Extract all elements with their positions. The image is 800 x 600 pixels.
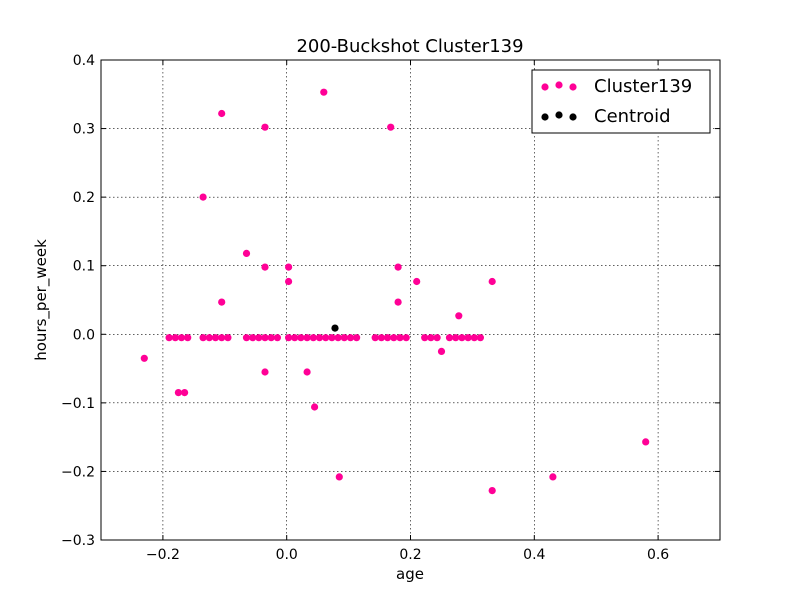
cluster-point xyxy=(394,263,402,271)
cluster-point xyxy=(184,334,192,342)
cluster-point xyxy=(174,389,182,397)
cluster-point xyxy=(199,334,207,342)
cluster-point xyxy=(273,334,281,342)
cluster-point xyxy=(413,277,421,286)
cluster-point xyxy=(211,334,220,342)
legend-box xyxy=(531,69,711,134)
x-tick-label: 0.6 xyxy=(647,547,669,563)
cluster-point xyxy=(455,312,463,320)
chart-title: 200-Buckshot Cluster139 xyxy=(296,36,523,57)
x-tick-label: 0.4 xyxy=(523,547,545,563)
cluster-point xyxy=(322,334,330,342)
cluster-point xyxy=(285,277,293,286)
cluster-point xyxy=(205,334,213,342)
cluster-point xyxy=(267,334,275,342)
y-axis-label: hours_per_week xyxy=(32,239,51,361)
legend-marker xyxy=(541,83,549,91)
y-tick-label: 0.2 xyxy=(73,190,95,206)
cluster-point xyxy=(218,334,226,342)
y-tick-label: 0.0 xyxy=(73,327,95,343)
x-tick-label: 0.0 xyxy=(276,547,298,563)
x-axis-label: age xyxy=(396,565,424,583)
cluster-point xyxy=(285,263,293,271)
cluster-point xyxy=(445,334,454,342)
cluster-point xyxy=(437,347,446,355)
legend-label: Cluster139 xyxy=(594,76,692,97)
cluster-point xyxy=(261,334,269,342)
cluster-point xyxy=(396,334,404,342)
cluster-point xyxy=(218,109,226,118)
cluster-point xyxy=(311,403,319,411)
cluster-point xyxy=(255,334,263,342)
cluster-point xyxy=(402,334,410,342)
cluster-point xyxy=(303,334,311,342)
cluster-point xyxy=(346,334,355,342)
cluster-point xyxy=(384,334,392,342)
y-tick-label: −0.2 xyxy=(61,464,95,480)
cluster-point xyxy=(177,334,186,342)
legend-marker xyxy=(555,81,563,89)
legend-marker xyxy=(569,83,577,91)
cluster-point xyxy=(387,123,395,131)
cluster-point xyxy=(390,334,398,342)
cluster-point xyxy=(291,334,299,342)
cluster-point xyxy=(476,334,484,342)
cluster-point xyxy=(242,249,251,257)
cluster-point xyxy=(297,334,305,342)
cluster-point xyxy=(320,88,328,96)
cluster-point xyxy=(377,334,385,342)
y-tick-label: −0.3 xyxy=(61,533,95,549)
cluster-point xyxy=(140,354,148,362)
cluster-point xyxy=(452,334,460,342)
x-tick-label: −0.2 xyxy=(146,547,180,563)
cluster-point xyxy=(303,368,311,376)
cluster-point xyxy=(371,334,379,342)
axis-ticks: −0.2 0.0 0.2 0.4 0.6 −0.3 −0.2 −0.1 0.0 0.1 0.2 0.3… xyxy=(61,53,720,563)
y-tick-label: 0.3 xyxy=(73,122,95,138)
cluster-point xyxy=(427,334,435,342)
cluster-point xyxy=(199,193,207,201)
cluster-point xyxy=(328,334,336,342)
cluster-point xyxy=(224,334,232,342)
cluster-point xyxy=(218,298,226,306)
cluster-point xyxy=(315,334,324,342)
y-tick-label: −0.1 xyxy=(61,396,95,412)
legend: Cluster139 Centroid xyxy=(531,69,711,134)
cluster-point xyxy=(353,334,361,342)
cluster-point xyxy=(549,473,557,481)
cluster-point xyxy=(171,334,179,342)
cluster-point xyxy=(285,334,293,342)
cluster-point xyxy=(335,473,343,481)
y-tick-label: 0.4 xyxy=(73,53,95,69)
cluster-point xyxy=(181,389,189,397)
legend-marker xyxy=(541,113,549,121)
legend-marker xyxy=(569,113,577,121)
cluster-point xyxy=(261,123,269,131)
legend-marker xyxy=(555,111,563,119)
data-points xyxy=(140,88,650,495)
cluster-point xyxy=(394,298,402,306)
cluster-point xyxy=(242,334,251,342)
legend-label: Centroid xyxy=(594,106,671,127)
cluster-point xyxy=(470,334,478,342)
y-tick-label: 0.1 xyxy=(73,259,95,275)
cluster-point xyxy=(464,334,472,342)
cluster-point xyxy=(340,334,348,342)
grid-lines xyxy=(101,60,720,540)
cluster-point xyxy=(309,334,317,342)
cluster-point xyxy=(433,334,441,342)
cluster-point xyxy=(165,334,173,342)
cluster-point xyxy=(642,438,650,446)
cluster-point xyxy=(261,368,269,376)
cluster-point xyxy=(458,334,466,342)
cluster-point xyxy=(488,487,496,495)
x-tick-label: 0.2 xyxy=(399,547,421,563)
cluster-point xyxy=(421,334,429,342)
centroid-point xyxy=(331,324,339,332)
cluster-point xyxy=(249,334,257,342)
cluster-point xyxy=(334,334,342,342)
cluster-point xyxy=(261,263,269,271)
cluster-point xyxy=(488,277,496,286)
